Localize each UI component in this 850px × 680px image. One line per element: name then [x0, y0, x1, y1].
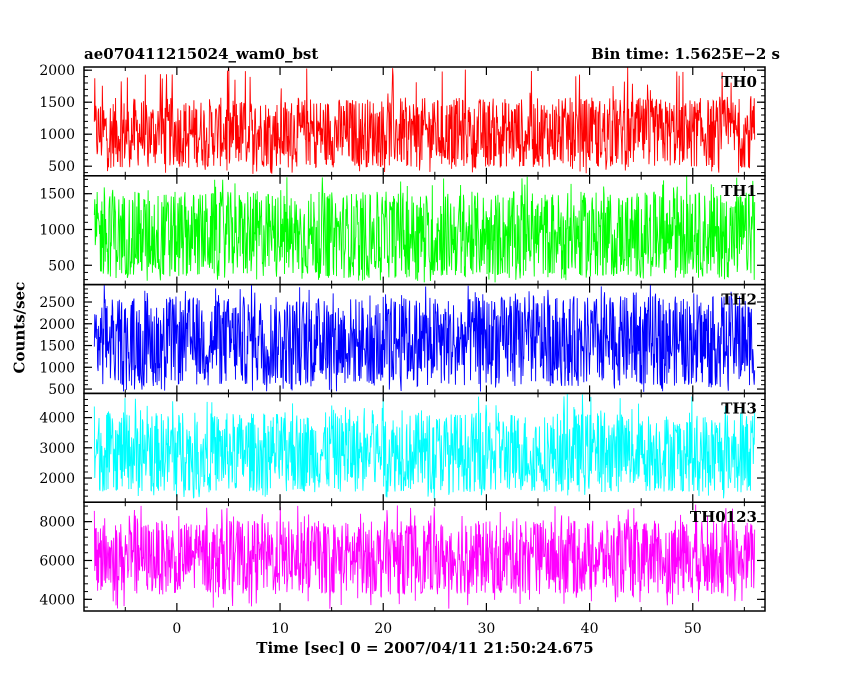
y-tick-label: 6000 [39, 553, 75, 569]
series-line-th0 [93, 67, 756, 174]
y-tick-label: 2500 [39, 295, 75, 311]
y-axis-label: Counts/sec [10, 281, 29, 374]
series-line-th0123 [93, 504, 756, 609]
series-line-th2 [93, 284, 756, 392]
y-tick-label: 1500 [39, 339, 75, 355]
series-line-th3 [93, 393, 756, 499]
y-tick-label: 2000 [39, 471, 75, 487]
y-tick-label: 2000 [39, 63, 75, 79]
y-tick-label: 8000 [39, 515, 75, 531]
y-tick-label: 4000 [39, 592, 75, 608]
y-tick-label: 1000 [39, 360, 75, 376]
y-tick-label: 1000 [39, 127, 75, 143]
panel-label-th0123: TH0123 [690, 508, 757, 526]
y-tick-label: 1000 [39, 222, 75, 238]
y-tick-label: 1500 [39, 95, 75, 111]
panel-label-th0: TH0 [721, 73, 757, 91]
x-tick-label: 30 [477, 621, 495, 637]
y-tick-label: 2000 [39, 317, 75, 333]
x-tick-label: 0 [172, 621, 181, 637]
y-tick-label: 1500 [39, 187, 75, 203]
panel-label-th3: TH3 [721, 399, 757, 417]
x-tick-label: 10 [271, 621, 289, 637]
x-tick-label: 20 [374, 621, 392, 637]
panel-label-th2: TH2 [721, 291, 757, 309]
y-tick-label: 500 [48, 258, 75, 274]
y-tick-label: 3000 [39, 441, 75, 457]
panel-label-th1: TH1 [721, 182, 757, 200]
x-tick-label: 40 [581, 621, 599, 637]
y-tick-label: 500 [48, 382, 75, 398]
bin-time-label: Bin time: 1.5625E−2 s [591, 45, 780, 63]
series-line-th1 [93, 176, 756, 283]
y-tick-label: 4000 [39, 411, 75, 427]
panel-frame-th0123 [83, 501, 766, 612]
x-tick-label: 50 [684, 621, 702, 637]
chart-title: ae070411215024_wam0_bst [84, 45, 319, 63]
y-tick-label: 500 [48, 159, 75, 175]
x-axis-label: Time [sec] 0 = 2007/04/11 21:50:24.675 [256, 639, 594, 657]
